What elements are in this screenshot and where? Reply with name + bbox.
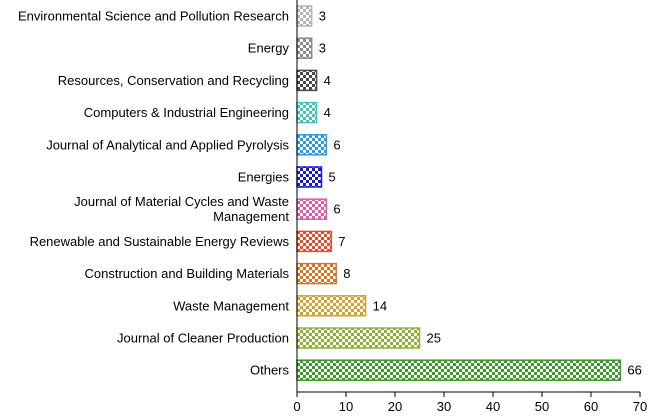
x-tick-label: 70 [633, 399, 647, 413]
bar [296, 230, 333, 253]
bar [296, 166, 323, 188]
x-tick-label: 40 [486, 399, 500, 413]
category-label: Journal of Material Cycles and Waste Mana… [74, 194, 289, 224]
category-label: Computers & Industrial Engineering [84, 105, 289, 120]
value-label: 3 [319, 9, 326, 24]
bar [296, 5, 313, 27]
category-label: Energy [248, 41, 290, 56]
bar [296, 295, 367, 317]
category-label: Resources, Conservation and Recycling [58, 73, 289, 88]
bar [296, 262, 337, 285]
x-tick-label: 30 [437, 399, 451, 413]
value-label: 8 [343, 266, 350, 281]
category-label: Renewable and Sustainable Energy Reviews [30, 234, 290, 249]
category-label: Environmental Science and Pollution Rese… [18, 9, 289, 24]
value-label: 66 [627, 363, 641, 378]
category-labels-group: Environmental Science and Pollution Rese… [18, 9, 289, 378]
bar [296, 359, 622, 381]
category-label: Waste Management [173, 298, 289, 313]
value-label: 14 [373, 298, 387, 313]
bar [296, 69, 318, 92]
category-label: Others [250, 363, 290, 378]
value-label: 6 [333, 137, 340, 152]
value-label: 25 [427, 331, 441, 346]
bar [296, 37, 313, 59]
value-labels-group: 3 3 4 4 6 5 6 7 8 14 25 66 [319, 9, 642, 378]
value-label: 5 [329, 170, 336, 185]
value-label: 6 [333, 202, 340, 217]
category-label: Journal of Cleaner Production [117, 331, 289, 346]
x-tick-label: 20 [388, 399, 402, 413]
bar [296, 198, 328, 220]
bars-group [296, 5, 622, 381]
value-label: 4 [324, 105, 331, 120]
value-label: 4 [324, 73, 331, 88]
bar [296, 101, 318, 124]
category-label: Construction and Building Materials [85, 266, 290, 281]
value-label: 7 [338, 234, 345, 249]
x-tick-label: 50 [535, 399, 549, 413]
x-axis: 0 10 20 30 40 50 60 70 [293, 0, 647, 414]
bar [296, 134, 328, 156]
x-tick-label: 60 [584, 399, 598, 413]
bar [296, 327, 421, 349]
x-tick-label: 0 [293, 399, 300, 413]
x-tick-label: 10 [339, 399, 353, 413]
category-label: Energies [238, 170, 290, 185]
value-label: 3 [319, 41, 326, 56]
category-label: Journal of Analytical and Applied Pyroly… [46, 137, 289, 152]
